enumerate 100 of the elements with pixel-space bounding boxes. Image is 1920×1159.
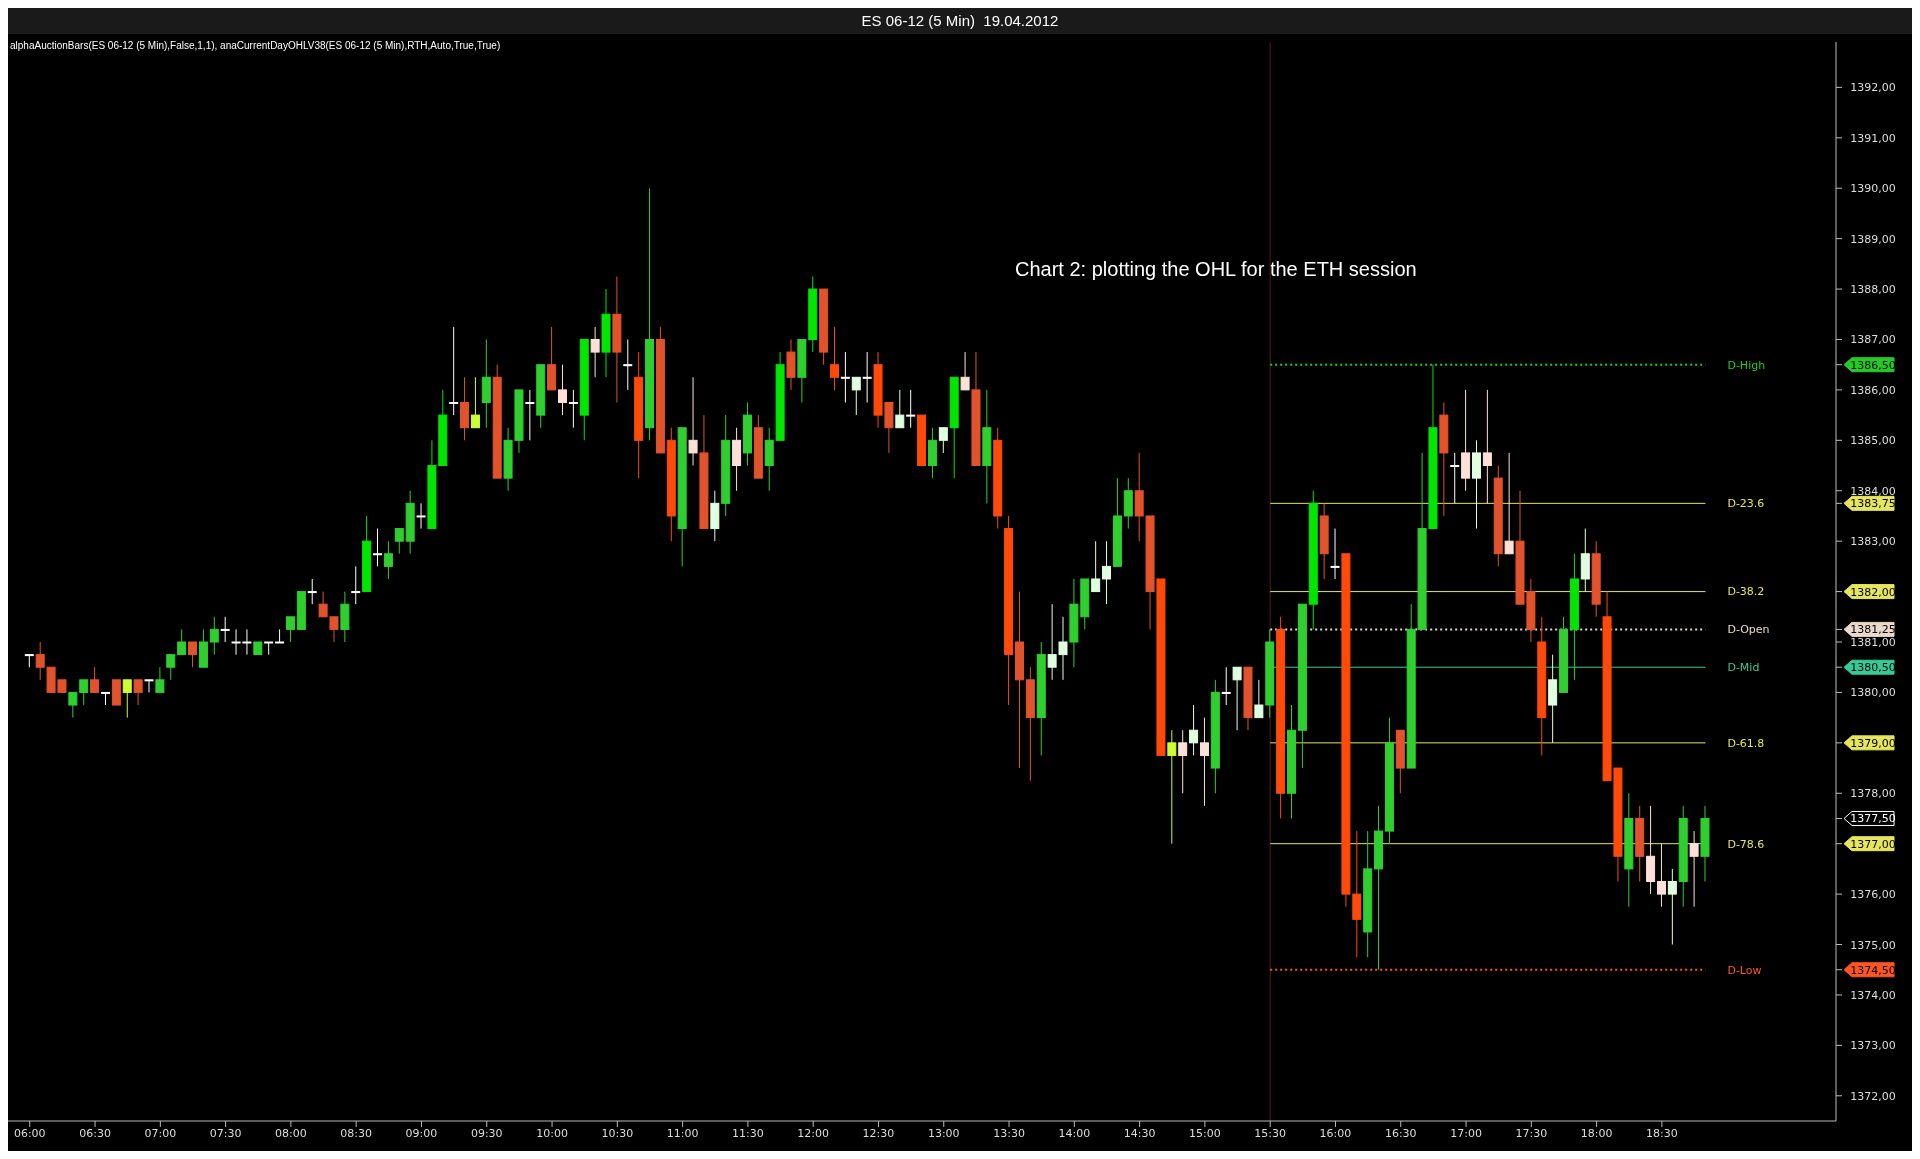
candlestick: [220, 616, 230, 643]
y-tick-label: 1386,00: [1850, 383, 1896, 397]
candlestick: [68, 691, 78, 719]
annotation: alphaAuctionBars(ES 06-12 (5 Min),False,1,1), anaCurrentDayOHLV38(ES 06-12 (5 Min),RTH,Auto,True,True): [10, 40, 501, 51]
x-tick-label: 11:00: [666, 1126, 699, 1140]
x-tick-label: 06:30: [79, 1126, 111, 1140]
candlestick: [307, 578, 317, 605]
x-tick-label: 14:30: [1123, 1126, 1156, 1140]
x-tick-label: 06:00: [13, 1126, 46, 1140]
candlestick: [166, 654, 176, 681]
candlestick: [1221, 666, 1231, 706]
candlestick: [1689, 830, 1699, 908]
candlestick: [449, 326, 459, 416]
y-tick-label: 1383,00: [1850, 535, 1896, 549]
x-tick-label: 09:00: [405, 1126, 438, 1140]
x-tick-label: 18:30: [1646, 1126, 1678, 1140]
candlestick: [1199, 717, 1209, 807]
candlestick: [285, 616, 295, 643]
x-tick-label: 14:00: [1058, 1126, 1091, 1140]
candlestick: [525, 389, 535, 441]
x-tick-label: 18:00: [1580, 1126, 1613, 1140]
candlestick: [79, 679, 89, 706]
candlestick: [906, 389, 916, 429]
y-tick-label: 1374,00: [1850, 988, 1896, 1002]
x-tick-label: 11:30: [732, 1126, 764, 1140]
candlestick: [1102, 540, 1112, 605]
x-tick-label: 08:30: [340, 1126, 373, 1140]
x-tick-label: 07:00: [144, 1126, 177, 1140]
y-tick-label: 1377,50: [1850, 812, 1896, 826]
candlestick: [209, 616, 219, 656]
candlestick: [177, 628, 187, 656]
x-tick-label: 13:30: [993, 1126, 1025, 1140]
y-tick-label: 1381,25: [1850, 623, 1896, 637]
candlestick: [895, 389, 905, 429]
ref-line-label: D-78.6: [1727, 837, 1765, 851]
x-tick-label: 15:30: [1254, 1126, 1287, 1140]
candlestick: [1167, 729, 1177, 845]
candlestick: [568, 389, 578, 429]
candlestick: [373, 528, 383, 567]
candlestick: [960, 351, 970, 391]
x-tick-label: 07:30: [209, 1126, 242, 1140]
candlestick: [383, 540, 393, 580]
y-tick-label: 1378,00: [1850, 787, 1896, 801]
y-tick-label: 1381,00: [1850, 636, 1896, 649]
y-tick-label: 1386,50: [1850, 358, 1896, 372]
candlestick: [1504, 452, 1514, 555]
x-tick-label: 16:00: [1319, 1126, 1352, 1140]
candlestick: [155, 666, 165, 693]
candlestick: [1450, 452, 1460, 504]
annotation: Chart 2: plotting the OHL for the ETH session: [1015, 258, 1417, 281]
y-tick-label: 1380,00: [1850, 686, 1896, 700]
candlestick: [122, 679, 132, 719]
y-tick-label: 1392,00: [1850, 81, 1896, 95]
y-tick-label: 1388,00: [1850, 283, 1896, 297]
candlestick: [862, 351, 872, 404]
candlestick: [188, 641, 198, 668]
y-tick-label: 1382,00: [1850, 585, 1896, 599]
y-tick-label: 1376,00: [1850, 888, 1896, 902]
y-tick-label: 1373,00: [1850, 1039, 1896, 1053]
candlestick: [470, 376, 480, 429]
candlestick: [851, 376, 861, 416]
ref-line-label: D-38.2: [1727, 585, 1765, 599]
candlestick: [830, 326, 840, 391]
ref-line-label: D-High: [1727, 358, 1766, 372]
y-tick-label: 1374,50: [1850, 963, 1896, 977]
y-tick-label: 1385,00: [1850, 434, 1896, 448]
x-tick-label: 12:00: [797, 1126, 830, 1140]
x-tick-label: 15:00: [1189, 1126, 1221, 1140]
x-tick-label: 13:00: [927, 1126, 960, 1140]
chart-title: ES 06-12 (5 Min) 19.04.2012: [8, 8, 1912, 34]
y-tick-label: 1390,00: [1850, 182, 1896, 196]
candlestick: [590, 326, 600, 378]
candlestick: [688, 376, 698, 467]
candlestick: [1330, 528, 1340, 580]
candlestick: [1232, 666, 1242, 731]
candlestick: [351, 565, 361, 605]
x-tick-label: 08:00: [275, 1126, 307, 1140]
candlestick: [623, 338, 633, 391]
x-tick-label: 10:30: [601, 1126, 634, 1140]
candlestick: [1178, 729, 1188, 794]
y-tick-label: 1384,00: [1850, 484, 1896, 498]
candlestick: [1482, 389, 1492, 504]
ref-line-label: D-23.6: [1727, 497, 1765, 511]
candlestick: [144, 679, 154, 693]
x-tick-label: 12:30: [862, 1126, 895, 1140]
y-tick-label: 1383,75: [1850, 497, 1896, 511]
candlestick: [90, 666, 100, 693]
candlestick: [1091, 540, 1101, 593]
x-tick-label: 17:00: [1450, 1126, 1482, 1140]
ref-line-label: D-Low: [1727, 963, 1762, 977]
candlestick: [394, 528, 404, 555]
y-tick-label: 1372,00: [1850, 1089, 1896, 1103]
candlestick: [416, 502, 426, 530]
x-tick-label: 10:00: [536, 1126, 568, 1140]
candlestick: [840, 351, 850, 404]
candlestick: [275, 628, 285, 644]
x-tick-label: 17:30: [1515, 1126, 1548, 1140]
candlestick: [1656, 843, 1666, 908]
x-tick-label: 09:30: [470, 1126, 503, 1140]
candlestick: [133, 679, 143, 706]
